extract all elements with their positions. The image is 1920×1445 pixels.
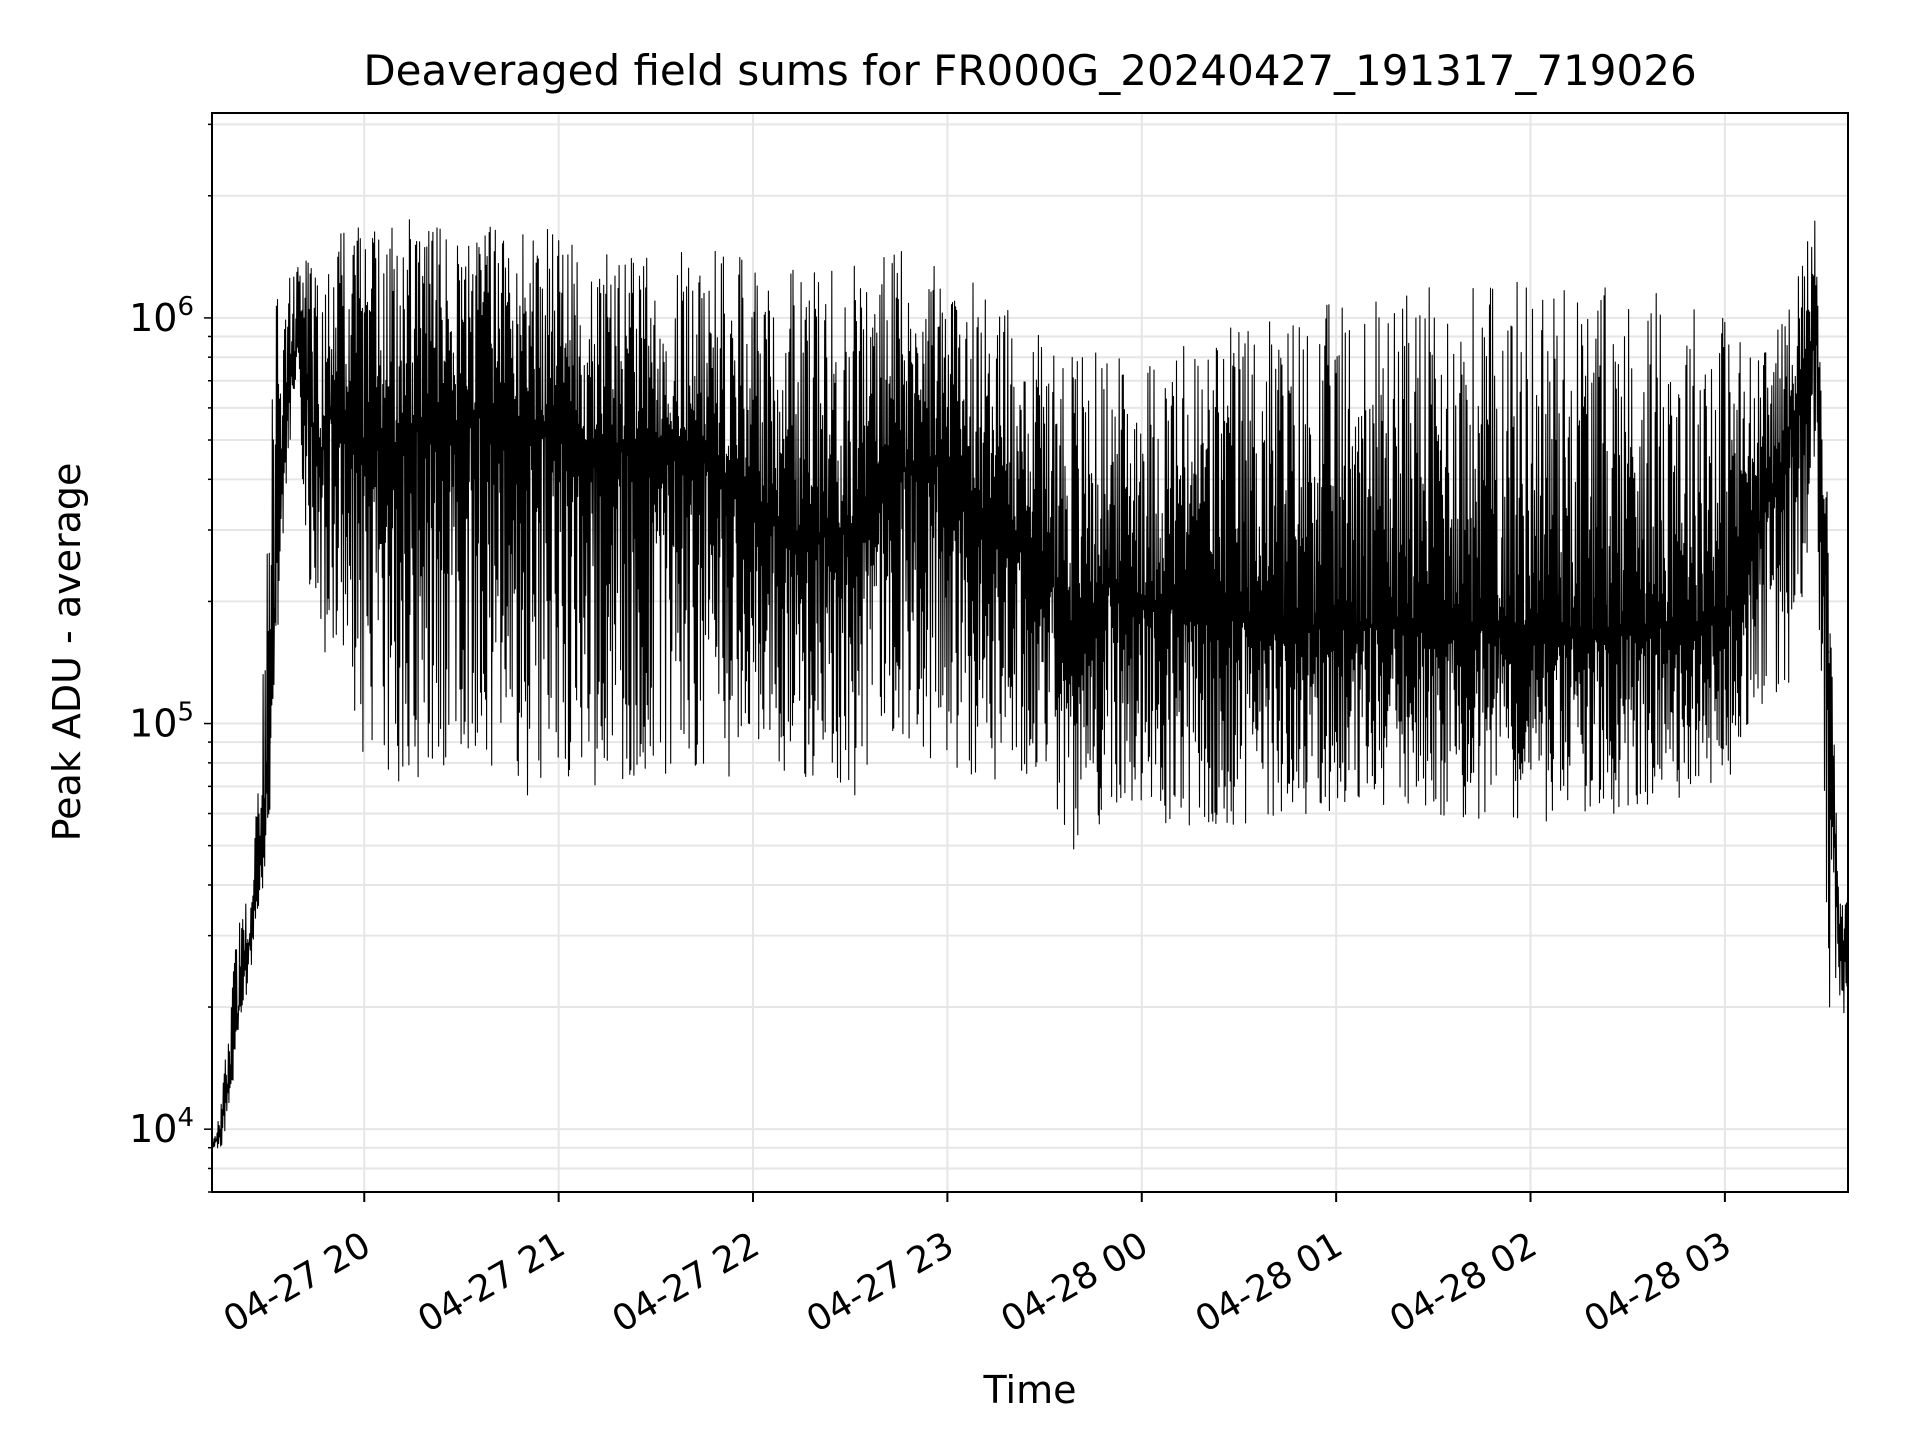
data-point [308, 393, 310, 395]
data-point [1238, 619, 1240, 621]
data-point [324, 439, 326, 441]
data-point [849, 529, 851, 531]
data-point [801, 541, 803, 543]
data-point [289, 380, 291, 382]
x-axis-label: Time [983, 1368, 1077, 1412]
data-point [250, 935, 252, 937]
data-point [1627, 629, 1629, 631]
data-point [460, 422, 463, 424]
data-point [363, 446, 365, 448]
data-series-line [211, 219, 1849, 1149]
data-point [353, 439, 356, 441]
data-point [1141, 600, 1143, 603]
data-point [1821, 478, 1823, 480]
data-point [298, 335, 301, 338]
data-point [655, 439, 657, 441]
data-point [1335, 629, 1337, 631]
data-point [898, 470, 900, 472]
data-point [259, 863, 262, 865]
data-point [1108, 584, 1110, 586]
y-tick-exponent: 5 [177, 698, 194, 728]
data-point [230, 1057, 233, 1059]
data-point [1837, 935, 1839, 937]
data-point [946, 457, 948, 460]
data-point [334, 393, 336, 395]
data-point [1529, 640, 1532, 642]
data-point [1432, 619, 1434, 621]
data-point [1782, 457, 1784, 460]
data-point [276, 561, 278, 563]
data-point [1802, 380, 1804, 382]
data-point [558, 432, 560, 434]
data-point [1076, 651, 1078, 653]
y-axis-label: Peak ADU - average [45, 463, 89, 842]
y-tick-base: 10 [129, 1107, 177, 1151]
data-point [1815, 317, 1817, 319]
data-point [606, 446, 608, 448]
data-point [1724, 619, 1726, 621]
data-point [396, 446, 398, 448]
y-tick-exponent: 4 [177, 1103, 194, 1133]
data-point [379, 439, 382, 441]
y-tick-label: 106 [129, 292, 194, 340]
data-point [240, 989, 242, 991]
data-point [221, 1128, 223, 1130]
data-point [703, 450, 706, 452]
plot-frame [211, 112, 1849, 1193]
data-point [1756, 529, 1758, 531]
data-point [525, 419, 527, 421]
y-tick-exponent: 6 [177, 292, 194, 322]
data-point [1043, 561, 1046, 563]
data-point [1827, 651, 1830, 653]
y-tick-label: 105 [129, 698, 194, 746]
data-point [269, 741, 271, 743]
data-point [428, 407, 430, 409]
chart-title: Deaveraged field sums for FR000G_2024042… [363, 46, 1696, 95]
data-point [282, 470, 284, 472]
y-tick-base: 10 [129, 702, 177, 746]
y-tick-base: 10 [129, 296, 177, 340]
data-point [318, 478, 320, 480]
data-point [412, 432, 414, 434]
y-tick-label: 104 [129, 1103, 194, 1151]
data-point [344, 422, 346, 424]
data-point [493, 407, 495, 409]
data-layer [211, 219, 1849, 1149]
data-point [752, 502, 754, 504]
data-point [995, 529, 997, 531]
